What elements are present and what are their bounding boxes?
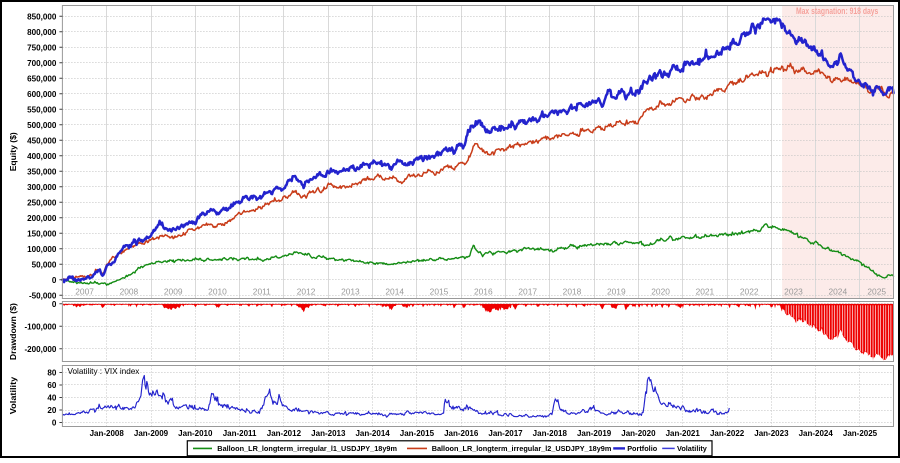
svg-text:Jan-2024: Jan-2024: [799, 429, 834, 438]
svg-text:2008: 2008: [120, 287, 139, 297]
svg-text:-100,000: -100,000: [24, 322, 56, 331]
svg-text:0: 0: [52, 276, 57, 285]
svg-text:Jan-2019: Jan-2019: [577, 429, 612, 438]
svg-text:2007: 2007: [75, 287, 94, 297]
svg-text:2022: 2022: [740, 287, 759, 297]
svg-text:Equity ($): Equity ($): [9, 132, 18, 171]
svg-text:350,000: 350,000: [27, 167, 57, 176]
svg-text:0: 0: [52, 419, 57, 428]
svg-text:Jan-2021: Jan-2021: [666, 429, 701, 438]
svg-text:Jan-2022: Jan-2022: [710, 429, 745, 438]
svg-text:Jan-2009: Jan-2009: [134, 429, 169, 438]
svg-text:2024: 2024: [828, 287, 847, 297]
svg-text:Volatility : VIX index: Volatility : VIX index: [68, 367, 140, 376]
svg-text:400,000: 400,000: [27, 152, 57, 161]
svg-text:Jan-2020: Jan-2020: [621, 429, 656, 438]
svg-text:-200,000: -200,000: [24, 345, 56, 354]
svg-text:2011: 2011: [253, 287, 271, 297]
svg-text:Jan-2023: Jan-2023: [754, 429, 789, 438]
svg-text:2020: 2020: [651, 287, 670, 297]
svg-text:2023: 2023: [784, 287, 803, 297]
svg-text:2014: 2014: [385, 287, 404, 297]
svg-text:50,000: 50,000: [32, 260, 57, 269]
svg-text:850,000: 850,000: [27, 12, 57, 21]
svg-text:Balloon_LR_longterm_irregular_: Balloon_LR_longterm_irregular_l2_USDJPY_…: [432, 444, 612, 453]
svg-text:Drawdown ($): Drawdown ($): [9, 303, 18, 360]
svg-text:Jan-2017: Jan-2017: [488, 429, 523, 438]
svg-text:2010: 2010: [208, 287, 227, 297]
svg-text:Jan-2011: Jan-2011: [223, 429, 257, 438]
svg-text:450,000: 450,000: [27, 136, 57, 145]
svg-text:100,000: 100,000: [27, 245, 57, 254]
svg-text:40: 40: [47, 394, 57, 403]
svg-text:250,000: 250,000: [27, 198, 57, 207]
svg-text:Jan-2025: Jan-2025: [843, 429, 878, 438]
svg-text:Volatility: Volatility: [9, 376, 18, 414]
svg-text:500,000: 500,000: [27, 121, 57, 130]
svg-text:200,000: 200,000: [27, 214, 57, 223]
svg-text:60: 60: [47, 381, 57, 390]
svg-text:Jan-2008: Jan-2008: [90, 429, 125, 438]
svg-text:150,000: 150,000: [27, 229, 57, 238]
svg-text:Jan-2013: Jan-2013: [311, 429, 346, 438]
svg-text:750,000: 750,000: [27, 43, 57, 52]
svg-text:700,000: 700,000: [27, 59, 57, 68]
svg-text:2017: 2017: [518, 287, 537, 297]
svg-text:Jan-2010: Jan-2010: [178, 429, 213, 438]
svg-text:300,000: 300,000: [27, 183, 57, 192]
svg-text:2025: 2025: [867, 287, 886, 297]
svg-text:2018: 2018: [563, 287, 582, 297]
svg-text:Max stagnation: 918 days: Max stagnation: 918 days: [796, 6, 878, 16]
svg-text:Balloon_LR_longterm_irregular_: Balloon_LR_longterm_irregular_l1_USDJPY_…: [217, 444, 397, 453]
svg-text:Portfolio: Portfolio: [627, 444, 658, 453]
svg-text:Jan-2016: Jan-2016: [444, 429, 479, 438]
svg-text:650,000: 650,000: [27, 74, 57, 83]
svg-text:Jan-2015: Jan-2015: [400, 429, 435, 438]
svg-text:2021: 2021: [696, 287, 715, 297]
svg-text:2009: 2009: [164, 287, 183, 297]
svg-text:2019: 2019: [607, 287, 626, 297]
svg-text:2015: 2015: [430, 287, 449, 297]
svg-text:20: 20: [47, 406, 57, 415]
svg-text:Volatility: Volatility: [677, 444, 708, 453]
svg-text:2012: 2012: [297, 287, 316, 297]
svg-text:2016: 2016: [474, 287, 493, 297]
svg-text:2013: 2013: [341, 287, 360, 297]
svg-text:80: 80: [47, 369, 57, 378]
svg-text:0: 0: [52, 300, 57, 309]
svg-text:550,000: 550,000: [27, 105, 57, 114]
svg-text:Jan-2018: Jan-2018: [533, 429, 568, 438]
svg-text:Jan-2012: Jan-2012: [267, 429, 302, 438]
svg-text:600,000: 600,000: [27, 90, 57, 99]
svg-text:Jan-2014: Jan-2014: [355, 429, 390, 438]
svg-text:-50,000: -50,000: [29, 291, 57, 300]
svg-text:800,000: 800,000: [27, 28, 57, 37]
